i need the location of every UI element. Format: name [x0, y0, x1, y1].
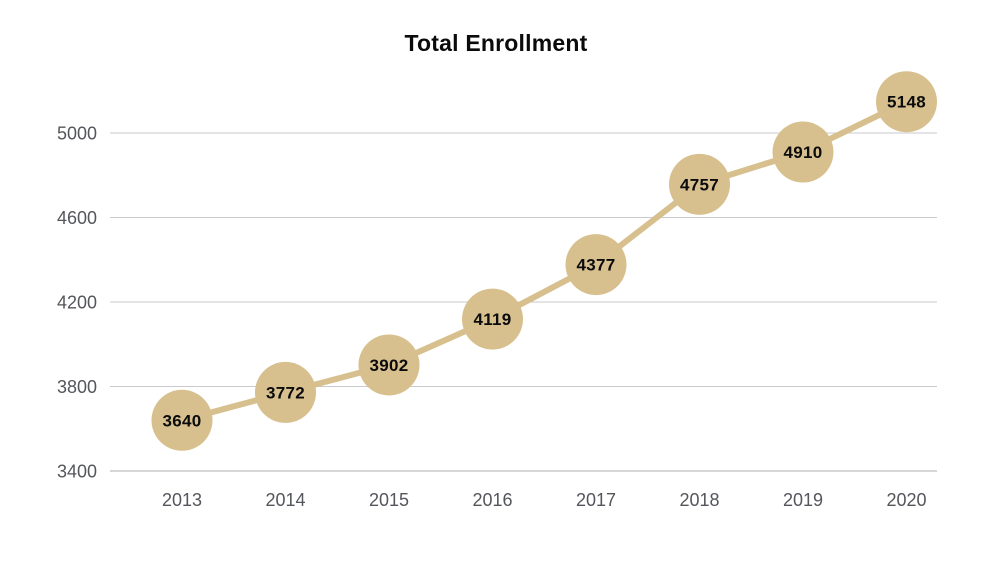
data-point-label: 3772: [266, 383, 305, 402]
data-point-marker: [772, 121, 834, 183]
y-axis-tick-label: 3400: [57, 461, 97, 481]
data-point-label: 4377: [576, 256, 615, 275]
x-axis-tick-label: 2016: [472, 490, 512, 510]
data-point-label: 4757: [680, 175, 719, 194]
data-point-marker: [255, 361, 316, 423]
data-point-label: 3640: [162, 411, 201, 430]
data-point-marker: [151, 389, 213, 451]
data-point-marker: [565, 234, 627, 296]
data-point-label: 5148: [887, 93, 926, 112]
data-point-marker: [462, 288, 523, 350]
x-axis-tick-label: 2013: [162, 490, 202, 510]
y-axis-tick-label: 3800: [57, 377, 97, 397]
x-axis-tick-label: 2015: [369, 490, 409, 510]
chart-title: Total Enrollment: [404, 30, 588, 56]
data-point-label: 4910: [783, 143, 822, 162]
data-point-label: 3902: [369, 356, 408, 375]
x-axis-tick-label: 2014: [265, 490, 305, 510]
x-axis-tick-label: 2017: [576, 490, 616, 510]
y-axis-tick-label: 4600: [57, 208, 97, 228]
y-axis-tick-label: 4200: [57, 292, 97, 312]
data-point-marker: [669, 153, 730, 215]
x-axis-tick-label: 2020: [886, 490, 926, 510]
data-point-label: 4119: [473, 310, 511, 329]
x-axis-tick-label: 2019: [783, 490, 823, 510]
data-point-marker: [876, 71, 937, 133]
data-point-marker: [358, 334, 420, 396]
y-axis-tick-label: 5000: [57, 123, 97, 143]
x-axis-tick-label: 2018: [679, 490, 719, 510]
